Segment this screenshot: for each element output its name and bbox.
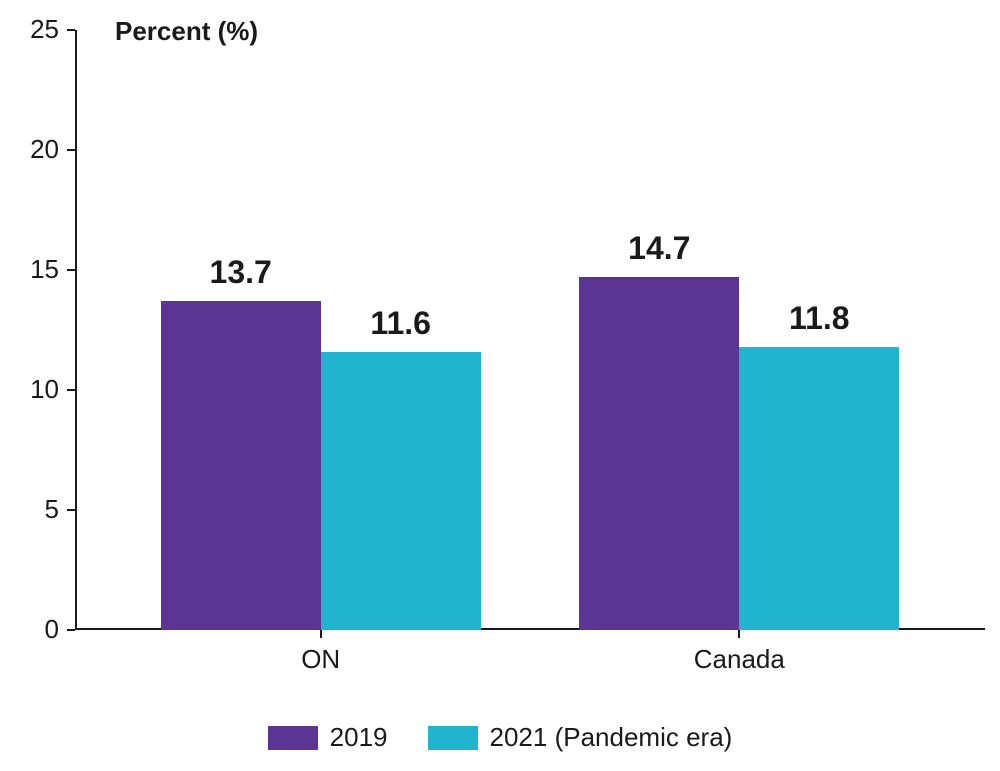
y-tick-label: 25 — [9, 14, 59, 45]
chart-container: Percent (%) 13.711.614.711.8 20192021 (P… — [0, 0, 1000, 771]
bar — [321, 352, 481, 630]
y-tick — [67, 629, 75, 631]
plot-area: 13.7 11.6 14.7 11.8 — [75, 30, 985, 630]
legend-label: 2019 — [330, 722, 388, 753]
y-tick — [67, 149, 75, 151]
bar — [161, 301, 321, 630]
y-tick-label: 5 — [9, 494, 59, 525]
data-label: 11.8 — [729, 300, 909, 337]
y-tick — [67, 509, 75, 511]
legend-label: 2021 (Pandemic era) — [490, 722, 733, 753]
x-tick-label: Canada — [639, 644, 839, 675]
data-label: 13.7 — [151, 254, 331, 291]
legend-swatch — [268, 726, 318, 750]
legend-item: 2019 — [268, 722, 388, 753]
legend-item: 2021 (Pandemic era) — [428, 722, 733, 753]
x-tick — [738, 630, 740, 638]
bar — [739, 347, 899, 630]
data-label: 11.6 — [311, 305, 491, 342]
bar — [579, 277, 739, 630]
legend-swatch — [428, 726, 478, 750]
y-tick — [67, 389, 75, 391]
y-axis-line — [75, 30, 77, 630]
y-tick-label: 20 — [9, 134, 59, 165]
y-tick — [67, 269, 75, 271]
y-tick-label: 0 — [9, 614, 59, 645]
y-tick-label: 15 — [9, 254, 59, 285]
legend: 2019 2021 (Pandemic era) — [0, 722, 1000, 753]
y-tick — [67, 29, 75, 31]
x-tick-label: ON — [221, 644, 421, 675]
data-label: 14.7 — [569, 230, 749, 267]
x-tick — [320, 630, 322, 638]
y-tick-label: 10 — [9, 374, 59, 405]
